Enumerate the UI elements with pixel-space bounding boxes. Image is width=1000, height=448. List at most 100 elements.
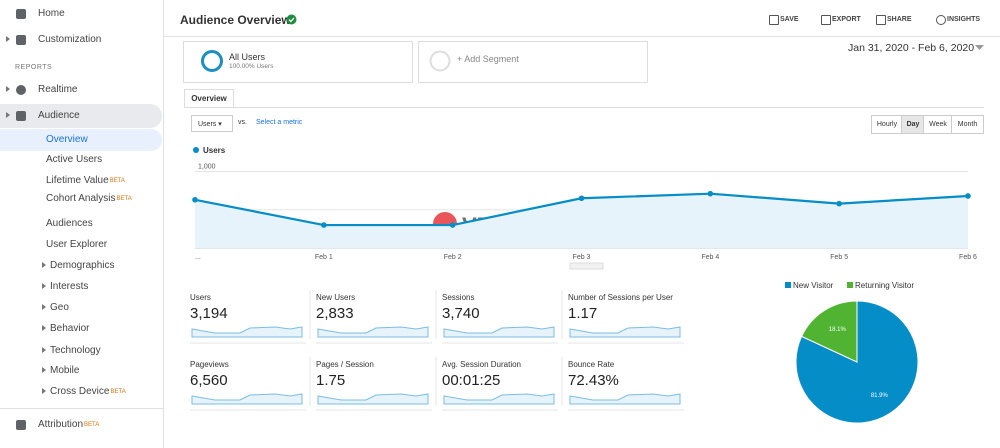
sparkline: [443, 393, 555, 405]
x-tick-label: Feb 1: [315, 254, 333, 261]
nav-item[interactable]: Mobile: [50, 361, 79, 381]
nav-icon: [16, 420, 26, 430]
nav-label: Interests: [50, 281, 89, 292]
segment-name: All Users: [229, 52, 266, 62]
area: [195, 193, 968, 248]
date-caret: [975, 45, 984, 50]
x-tick-label: Feb 2: [444, 254, 462, 261]
nav-item[interactable]: User Explorer: [46, 235, 107, 255]
point: [321, 222, 327, 228]
granularity-button[interactable]: Day: [901, 115, 925, 134]
tab-rule: [184, 107, 984, 108]
nav-icon: [16, 9, 26, 19]
metric-value: 6,560: [190, 372, 228, 389]
nav-label: Mobile: [50, 365, 80, 376]
beta-badge: BETA: [116, 196, 132, 202]
metric-label: Pageviews: [190, 360, 229, 369]
add-segment[interactable]: + Add Segment: [457, 54, 519, 64]
add-segment-card[interactable]: [418, 41, 648, 83]
nav-label: Cohort Analysis: [46, 193, 116, 204]
nav-label: Demographics: [50, 260, 115, 271]
legend-swatch: [847, 282, 853, 288]
nav-label: Home: [38, 8, 65, 19]
nav-active-bg: [0, 129, 162, 151]
nav-caret: [6, 86, 10, 92]
nav-item[interactable]: Home: [38, 4, 65, 24]
nav-label: Active Users: [46, 154, 103, 165]
nav-label: User Explorer: [46, 239, 108, 250]
nav-item[interactable]: Cohort AnalysisBETA: [46, 189, 132, 209]
legend-swatch: [785, 282, 791, 288]
granularity-button[interactable]: Hourly: [871, 115, 903, 134]
nav-item[interactable]: AttributionBETA: [38, 415, 99, 435]
nav-item[interactable]: Geo: [50, 298, 69, 318]
action-icon: [769, 15, 779, 25]
nav-caret: [42, 347, 46, 353]
nav-item[interactable]: Interests: [50, 277, 88, 297]
sparkline: [317, 393, 429, 405]
action-icon: [876, 15, 886, 25]
metric-value: 00:01:25: [442, 372, 501, 389]
action-icon: [821, 15, 831, 25]
beta-badge: BETA: [110, 389, 126, 395]
nav-caret: [42, 304, 46, 310]
page-title: Audience Overview: [180, 13, 291, 27]
metric-label: Users: [190, 293, 211, 302]
nav-label: Customization: [38, 34, 102, 45]
metric-dropdown[interactable]: Users ▾: [191, 115, 233, 132]
x-tick-label: Feb 5: [830, 254, 848, 261]
nav-label: Geo: [50, 302, 69, 313]
nav-item[interactable]: Cross DeviceBETA: [50, 382, 126, 402]
point: [192, 196, 198, 203]
point: [578, 195, 585, 202]
header-bar: [163, 0, 1000, 37]
pie-slice: [800, 300, 858, 363]
tab-overview[interactable]: Overview: [184, 89, 234, 108]
metric-value: 3,740: [442, 305, 480, 322]
granularity-button[interactable]: Week: [923, 115, 953, 134]
action-icon: [936, 15, 946, 25]
metric-label: Pages / Session: [316, 360, 374, 369]
date-range[interactable]: Jan 31, 2020 - Feb 6, 2020: [848, 42, 975, 54]
nav-item[interactable]: Technology: [50, 341, 101, 361]
granularity-button[interactable]: Month: [951, 115, 984, 134]
x-tick-label: Feb 6: [959, 254, 977, 261]
nav-item[interactable]: Overview: [46, 130, 88, 150]
x-tick-label: Feb 4: [701, 254, 719, 261]
select-metric[interactable]: Select a metric: [256, 119, 303, 126]
nav-label: Behavior: [50, 323, 90, 334]
nav-caret: [42, 325, 46, 331]
slice-label: 81.9%: [871, 393, 889, 399]
sparkline: [569, 326, 681, 338]
nav-rule: [0, 408, 163, 409]
nav-item[interactable]: Audience: [38, 106, 80, 126]
slice-label: 18.1%: [829, 327, 847, 333]
nav-item[interactable]: Customization: [38, 30, 101, 50]
nav-item[interactable]: Behavior: [50, 319, 89, 339]
add-segment-ring: [429, 50, 451, 72]
header-action[interactable]: SAVE: [780, 16, 799, 23]
nav-item[interactable]: Realtime: [38, 80, 77, 100]
nav-label: Technology: [50, 345, 101, 356]
metric-label: Avg. Session Duration: [442, 360, 522, 369]
header-action[interactable]: INSIGHTS: [947, 16, 981, 23]
metric-label: Users: [198, 121, 217, 128]
header-action[interactable]: EXPORT: [832, 16, 861, 23]
beta-badge: BETA: [109, 178, 125, 184]
metric-value: 1.75: [316, 372, 346, 389]
sidebar: REPORTS Home Customization Realtime Audienc…: [0, 0, 164, 448]
nav-label: Lifetime Value: [46, 175, 109, 186]
legend-dot: [193, 147, 199, 153]
verified-icon: [286, 14, 297, 25]
nav-item[interactable]: Lifetime ValueBETA: [46, 171, 125, 191]
nav-icon: [16, 111, 26, 121]
metric-label: New Users: [316, 293, 356, 302]
nav-item[interactable]: Audiences: [46, 214, 93, 234]
nav-item[interactable]: Demographics: [50, 256, 114, 276]
nav-item[interactable]: Active Users: [46, 150, 102, 170]
header-action[interactable]: SHARE: [887, 16, 912, 23]
nav-icon: [16, 85, 26, 95]
nav-caret: [6, 112, 10, 118]
chart-handle[interactable]: [569, 262, 604, 270]
